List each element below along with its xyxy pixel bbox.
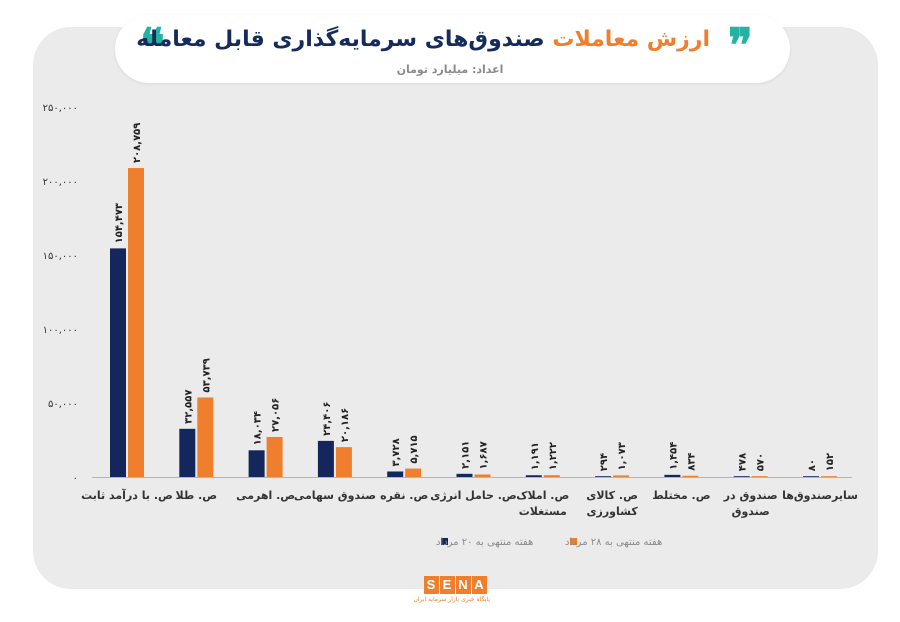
bar-series1 (664, 474, 681, 477)
bar-series2 (543, 475, 560, 477)
x-tick-label: ص. املاک (516, 489, 569, 502)
bar-series2 (266, 436, 283, 477)
title-highlight: ارزش معاملات (552, 27, 710, 52)
bar-series2 (821, 476, 837, 477)
data-label-series1: ۱,۱۹۱ (530, 442, 541, 470)
data-label-series1: ۲۴,۴۰۶ (322, 402, 333, 436)
data-label-series1: ۱۵۴,۴۷۳ (114, 203, 125, 243)
data-label-series1: ۲۹۴ (599, 453, 610, 471)
data-label-series2: ۱,۰۷۳ (617, 442, 628, 470)
legend-swatch-series1 (441, 538, 448, 545)
bar-series1 (110, 248, 126, 477)
x-tick-label: ص. حامل انرژی (430, 489, 516, 502)
data-label-series2: ۲۷,۰۵۶ (271, 398, 282, 432)
legend-swatch-series2 (570, 538, 577, 545)
quote-close-icon: ❞ (728, 18, 753, 72)
x-tick-label: ص. طلا (176, 489, 218, 502)
bar-series2 (474, 474, 491, 477)
bar-series1 (525, 475, 542, 477)
bar-series2 (405, 468, 422, 477)
x-tick-label: صندوق (732, 505, 770, 518)
y-tick-label: ۲۰۰,۰۰۰ (43, 177, 78, 188)
x-tick-label: ص. مختلط (652, 489, 710, 502)
bar-series2 (751, 476, 768, 477)
logo-letter: N (455, 576, 471, 594)
bar-series1 (317, 440, 334, 477)
x-tick-label: سایرصندوق‌ها (782, 489, 858, 502)
data-label-series2: ۱۵۲ (825, 453, 836, 471)
data-label-series2: ۱,۲۲۲ (548, 442, 559, 470)
bar-series2 (197, 397, 214, 477)
title-main: صندوق‌های سرمایه‌گذاری قابل معامله (136, 27, 545, 52)
x-tick-label: ص. کالای (586, 489, 638, 502)
data-label-series2: ۸۳۴ (686, 452, 697, 470)
bar-series1 (456, 473, 473, 477)
x-tick-label: ص. نقره (380, 489, 428, 502)
y-tick-label: ۱۰۰,۰۰۰ (43, 325, 78, 336)
bar-series1 (803, 476, 819, 477)
data-label-series2: ۱,۶۸۷ (479, 441, 490, 469)
bar-series1 (387, 471, 404, 477)
x-tick-label: ص. اهرمی (236, 489, 295, 502)
data-label-series1: ۸۰ (807, 459, 818, 471)
y-tick-label: ۵۰,۰۰۰ (48, 399, 78, 410)
bar-series1 (733, 476, 750, 477)
x-tick-label: کشاورزی (586, 505, 638, 518)
data-label-series2: ۵۷۰ (756, 453, 767, 471)
chart-subtitle: اعداد: میلیارد تومان (396, 63, 504, 76)
data-label-series2: ۵,۷۱۵ (409, 435, 420, 463)
bar-series2 (128, 168, 144, 477)
bar-series2 (335, 447, 352, 477)
y-tick-label: ۰ (73, 473, 78, 484)
legend-label-series1: هفته منتهی به ۲۰ مرداد (436, 537, 533, 548)
title-banner (115, 15, 790, 83)
logo-tagline: پایگاه خبری بازار سرمایه ایران (413, 596, 490, 603)
data-label-series1: ۴۷۸ (738, 453, 749, 471)
chart-title: ارزش معاملات صندوق‌های سرمایه‌گذاری قابل… (136, 27, 710, 52)
x-tick-label: صندوق سهامی (294, 489, 376, 502)
sena-logo: S E N A پایگاه خبری بازار سرمایه ایران (413, 576, 490, 603)
y-tick-label: ۲۵۰,۰۰۰ (43, 103, 78, 114)
data-label-series2: ۲۰,۱۸۶ (340, 408, 351, 442)
chart-card (33, 27, 878, 589)
logo-letter: E (439, 576, 455, 594)
quote-open-icon: ❝ (140, 18, 165, 72)
data-label-series1: ۳,۷۲۸ (391, 438, 402, 466)
bar-series2 (613, 475, 630, 477)
bar-series2 (682, 475, 699, 477)
data-label-series2: ۲۰۸,۷۵۹ (132, 123, 143, 163)
data-label-series1: ۳۲,۵۵۷ (183, 389, 194, 423)
x-tick-label: صندوق در (723, 489, 778, 502)
logo-letter: A (471, 576, 487, 594)
data-label-series1: ۱۸,۰۳۴ (253, 411, 264, 445)
bar-series1 (248, 450, 265, 477)
logo-letter: S (423, 576, 439, 594)
x-tick-label: ص. با درآمد ثابت (81, 488, 173, 502)
y-tick-label: ۱۵۰,۰۰۰ (43, 251, 78, 262)
data-label-series1: ۲,۱۵۱ (461, 441, 472, 469)
data-label-series2: ۵۳,۷۳۹ (201, 358, 212, 392)
bar-series1 (595, 476, 612, 477)
legend-label-series2: هفته منتهی به ۲۸ مرداد (565, 537, 662, 548)
data-label-series1: ۱,۴۵۴ (668, 442, 679, 470)
x-tick-label: مستغلات (519, 505, 567, 518)
bar-series1 (179, 428, 196, 477)
